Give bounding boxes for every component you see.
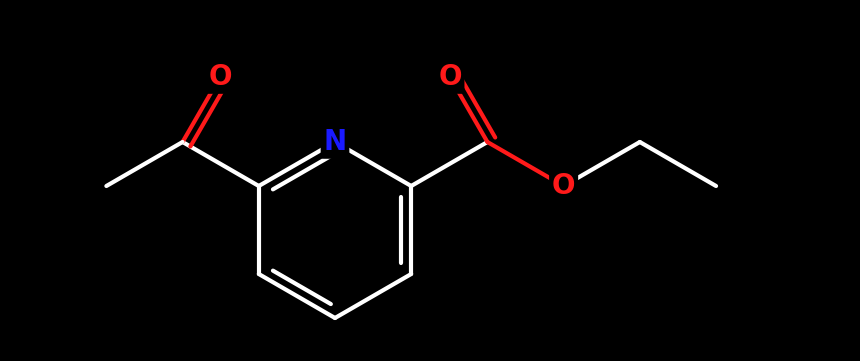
Text: O: O xyxy=(208,63,232,91)
Text: N: N xyxy=(323,128,347,156)
Text: O: O xyxy=(552,172,575,200)
Text: O: O xyxy=(439,63,462,91)
